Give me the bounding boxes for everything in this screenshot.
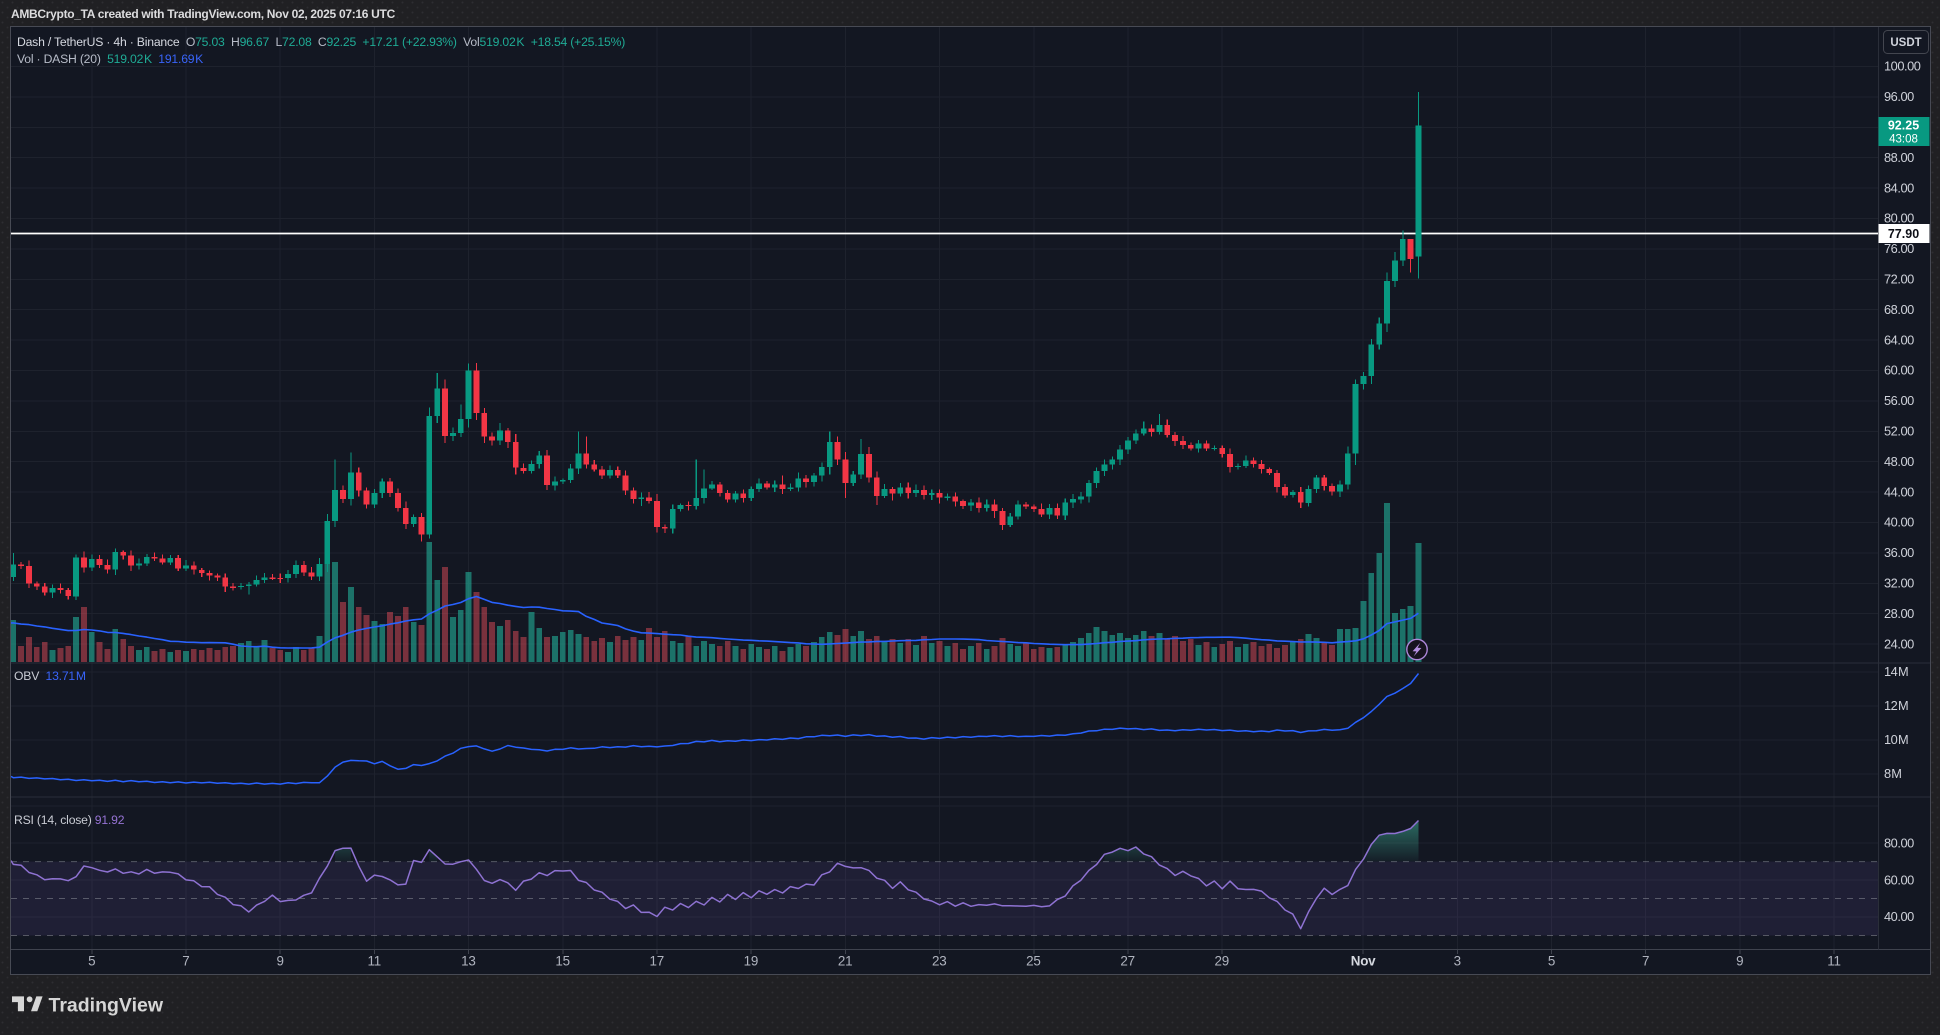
svg-text:5: 5 — [1548, 954, 1555, 969]
svg-text:72.00: 72.00 — [1884, 272, 1914, 287]
svg-text:8 M: 8 M — [1884, 766, 1902, 781]
svg-text:24.00: 24.00 — [1884, 636, 1914, 651]
svg-text:80.00: 80.00 — [1884, 835, 1914, 850]
svg-text:43:08: 43:08 — [1889, 134, 1918, 146]
svg-text:76.00: 76.00 — [1884, 241, 1914, 256]
svg-text:88.00: 88.00 — [1884, 150, 1914, 165]
svg-text:40.00: 40.00 — [1884, 909, 1914, 924]
svg-text:56.00: 56.00 — [1884, 393, 1914, 408]
svg-text:11: 11 — [368, 954, 382, 969]
svg-text:21: 21 — [838, 954, 853, 969]
svg-text:96.00: 96.00 — [1884, 89, 1914, 104]
svg-text:TradingView: TradingView — [49, 995, 164, 1017]
svg-text:32.00: 32.00 — [1884, 576, 1914, 591]
svg-text:5: 5 — [88, 954, 95, 969]
svg-text:10 M: 10 M — [1884, 732, 1908, 747]
svg-text:15: 15 — [555, 954, 570, 969]
svg-text:77.90: 77.90 — [1888, 227, 1919, 241]
svg-text:40.00: 40.00 — [1884, 515, 1914, 530]
svg-text:64.00: 64.00 — [1884, 332, 1914, 347]
svg-text:80.00: 80.00 — [1884, 211, 1914, 226]
svg-text:92.25: 92.25 — [1888, 119, 1919, 133]
svg-text:9: 9 — [276, 954, 283, 969]
svg-text:3: 3 — [1454, 954, 1461, 969]
svg-text:44.00: 44.00 — [1884, 484, 1914, 499]
svg-text:Nov: Nov — [1351, 954, 1376, 969]
svg-text:100.00: 100.00 — [1884, 59, 1921, 74]
svg-text:9: 9 — [1736, 954, 1743, 969]
svg-text:60.00: 60.00 — [1884, 872, 1914, 887]
svg-text:17: 17 — [650, 954, 665, 969]
svg-text:27: 27 — [1120, 954, 1135, 969]
svg-text:USDT: USDT — [1890, 37, 1921, 49]
svg-text:36.00: 36.00 — [1884, 545, 1914, 560]
svg-text:23: 23 — [932, 954, 947, 969]
svg-text:12 M: 12 M — [1884, 698, 1908, 713]
svg-text:19: 19 — [744, 954, 759, 969]
svg-text:13: 13 — [461, 954, 476, 969]
svg-text:29: 29 — [1215, 954, 1230, 969]
svg-text:84.00: 84.00 — [1884, 180, 1914, 195]
svg-text:7: 7 — [182, 954, 189, 969]
svg-text:60.00: 60.00 — [1884, 363, 1914, 378]
svg-text:48.00: 48.00 — [1884, 454, 1914, 469]
svg-text:11: 11 — [1827, 954, 1841, 969]
svg-text:7: 7 — [1642, 954, 1649, 969]
svg-text:14 M: 14 M — [1884, 664, 1908, 679]
svg-text:28.00: 28.00 — [1884, 606, 1914, 621]
svg-text:52.00: 52.00 — [1884, 424, 1914, 439]
svg-text:25: 25 — [1026, 954, 1041, 969]
svg-text:68.00: 68.00 — [1884, 302, 1914, 317]
